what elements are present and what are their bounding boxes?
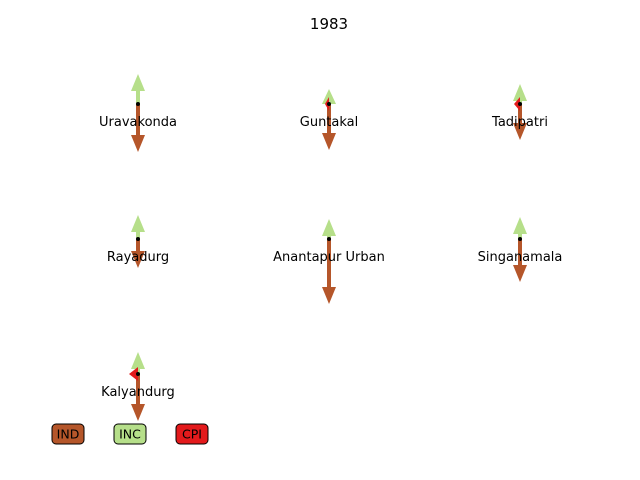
glyph-singanamala: Singanamala (478, 217, 563, 282)
arrow-rayadurg-ind (131, 239, 145, 268)
glyph-tadipatri: Tadipatri (491, 84, 548, 140)
arrow-kalyandurg-inc (131, 352, 145, 374)
arrow-tadipatri-ind (513, 104, 527, 140)
arrow-tadipatri-inc-shape (513, 84, 527, 104)
arrow-anantapur-urban-inc (322, 219, 336, 239)
label-uravakonda: Uravakonda (99, 115, 177, 130)
legend: IND INC CPI (51, 423, 209, 445)
arrow-kalyandurg-cpi-shape (129, 367, 138, 381)
label-kalyandurg: Kalyandurg (101, 385, 175, 400)
arrow-anantapur-urban-inc-shape (322, 219, 336, 239)
arrow-kalyandurg-inc-shape (131, 352, 145, 374)
legend-item-cpi: CPI (175, 423, 209, 445)
glyph-guntakal: Guntakal (300, 89, 359, 150)
glyph-kalyandurg: Kalyandurg (101, 352, 175, 421)
arrow-anantapur-urban-ind (322, 239, 336, 304)
origin-dot-tadipatri (518, 102, 522, 106)
origin-dot-guntakal (327, 102, 331, 106)
glyph-anantapur-urban: Anantapur Urban (273, 219, 385, 304)
label-anantapur-urban: Anantapur Urban (273, 250, 385, 265)
origin-dot-kalyandurg (136, 372, 140, 376)
arrow-guntakal-inc-shape (322, 89, 336, 104)
legend-label-cpi: CPI (182, 427, 202, 442)
label-tadipatri: Tadipatri (491, 115, 548, 130)
arrow-singanamala-ind-shape (513, 239, 527, 282)
arrow-guntakal-ind-shape (322, 104, 336, 150)
arrow-tadipatri-inc (513, 84, 527, 104)
legend-swatch-ind (51, 423, 85, 445)
origin-dot-uravakonda (136, 102, 140, 106)
arrow-kalyandurg-ind-shape (131, 374, 145, 421)
glyph-uravakonda: Uravakonda (99, 74, 177, 152)
arrow-singanamala-inc-shape (513, 217, 527, 239)
glyph-rayadurg: Rayadurg (107, 215, 169, 268)
arrow-rayadurg-ind-shape (131, 239, 145, 268)
chart-title: 1983 (310, 15, 348, 33)
label-rayadurg: Rayadurg (107, 250, 169, 265)
legend-swatch-cpi (175, 423, 209, 445)
arrow-rayadurg-inc-shape (131, 215, 145, 239)
arrow-anantapur-urban-ind-shape (322, 239, 336, 304)
label-guntakal: Guntakal (300, 115, 359, 130)
arrow-kalyandurg-cpi (129, 367, 138, 381)
origin-dot-singanamala (518, 237, 522, 241)
arrow-uravakonda-ind (131, 104, 145, 152)
arrow-tadipatri-ind-shape (513, 104, 527, 140)
origin-dot-anantapur-urban (327, 237, 331, 241)
legend-item-inc: INC (113, 423, 147, 445)
legend-swatch-inc (113, 423, 147, 445)
legend-label-ind: IND (57, 427, 80, 442)
origin-dot-rayadurg (136, 237, 140, 241)
legend-label-inc: INC (119, 427, 141, 442)
arrow-tadipatri-cpi (514, 97, 520, 111)
legend-item-ind: IND (51, 423, 85, 445)
arrow-rayadurg-inc (131, 215, 145, 239)
glyph-layer: Uravakonda Guntakal Tadipatri Rayadurg Anant… (99, 74, 562, 421)
arrow-guntakal-ind (322, 104, 336, 150)
arrow-uravakonda-inc (131, 74, 145, 104)
arrow-singanamala-ind (513, 239, 527, 282)
label-singanamala: Singanamala (478, 250, 563, 265)
arrow-uravakonda-inc-shape (131, 74, 145, 104)
arrow-guntakal-inc (322, 89, 336, 104)
arrow-singanamala-inc (513, 217, 527, 239)
arrow-kalyandurg-ind (131, 374, 145, 421)
arrow-uravakonda-ind-shape (131, 104, 145, 152)
arrow-tadipatri-cpi-shape (514, 97, 520, 111)
